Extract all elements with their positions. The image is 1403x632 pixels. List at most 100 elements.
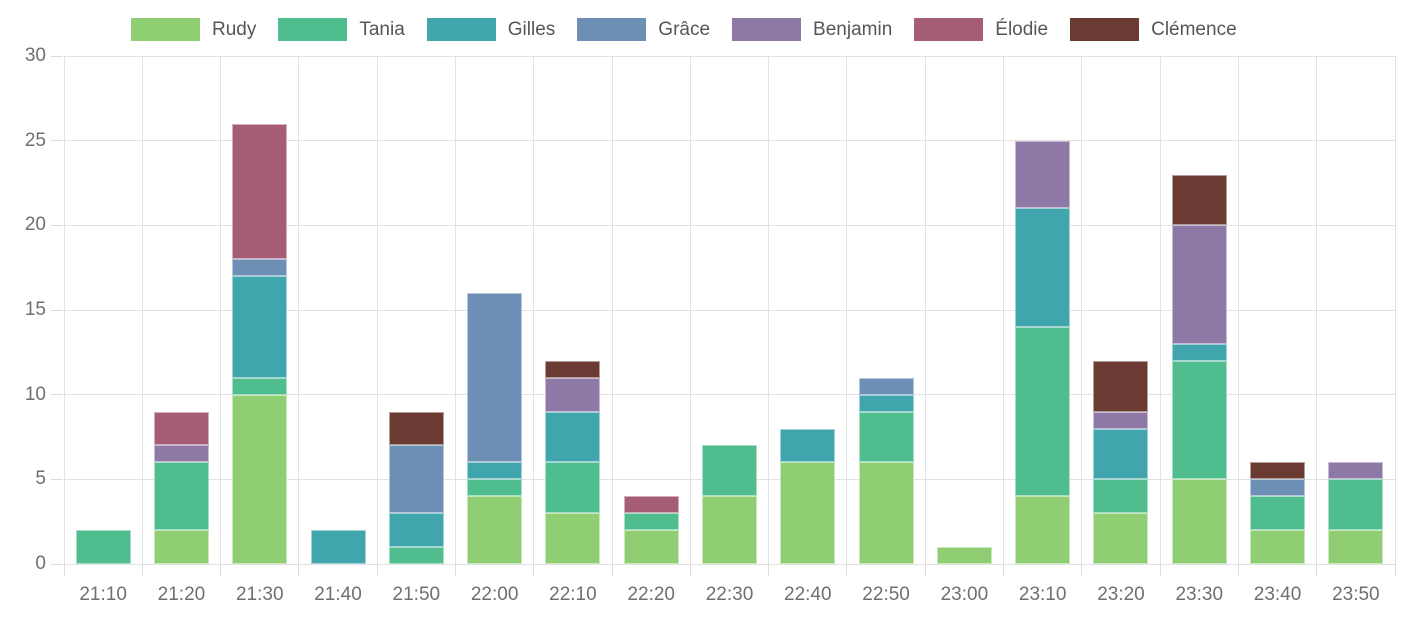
- x-tick-label: 22:40: [784, 584, 832, 605]
- legend-item-rudy[interactable]: Rudy: [131, 18, 256, 41]
- legend-item-gilles[interactable]: Gilles: [426, 18, 555, 41]
- bar-segment-21-40-gilles[interactable]: [310, 530, 366, 564]
- x-tick-label: 21:40: [314, 584, 362, 605]
- legend-item-tania[interactable]: Tania: [278, 18, 405, 41]
- bar-segment-23-30-benjamin[interactable]: [1171, 225, 1227, 344]
- bar-segment-23-40-clemence[interactable]: [1250, 462, 1306, 480]
- bar-stack-21-40: [310, 56, 366, 564]
- bar-segment-21-50-clemence[interactable]: [388, 411, 444, 446]
- x-axis-tick: [1003, 564, 1005, 576]
- bar-segment-23-00-rudy[interactable]: [936, 547, 992, 564]
- bar-segment-23-40-rudy[interactable]: [1250, 530, 1306, 564]
- bar-segment-23-10-tania[interactable]: [1015, 326, 1071, 497]
- gridline-vertical: [611, 56, 613, 564]
- legend-label: Rudy: [212, 18, 257, 40]
- bar-segment-21-30-gilles[interactable]: [232, 276, 288, 378]
- bar-segment-22-10-rudy[interactable]: [545, 513, 601, 564]
- bar-segment-23-20-tania[interactable]: [1093, 479, 1149, 514]
- bar-stack-23-40: [1250, 56, 1306, 564]
- bar-segment-21-30-tania[interactable]: [232, 377, 288, 395]
- gridline-vertical: [846, 56, 848, 564]
- bar-segment-21-20-tania[interactable]: [153, 462, 209, 531]
- bar-segment-22-20-rudy[interactable]: [623, 530, 679, 564]
- bar-segment-22-20-elodie[interactable]: [623, 496, 679, 514]
- legend-swatch-gilles: [426, 18, 496, 41]
- x-tick-label: 23:40: [1253, 584, 1302, 605]
- bar-segment-23-50-rudy[interactable]: [1328, 530, 1384, 564]
- bar-segment-23-30-rudy[interactable]: [1171, 479, 1227, 564]
- gridline-vertical: [533, 56, 535, 564]
- y-axis-tick: [51, 55, 63, 57]
- x-axis-tick: [454, 564, 456, 576]
- x-axis-tick: [611, 564, 613, 576]
- legend-item-benjamin[interactable]: Benjamin: [732, 18, 892, 41]
- y-axis-tick: [51, 478, 63, 480]
- bar-segment-23-10-benjamin[interactable]: [1015, 140, 1071, 209]
- x-axis-tick: [768, 564, 770, 576]
- x-tick-label: 23:50: [1332, 584, 1380, 605]
- bar-segment-21-30-elodie[interactable]: [232, 123, 288, 260]
- bar-stack-21-20: [153, 56, 209, 564]
- bar-segment-22-40-gilles[interactable]: [780, 428, 836, 463]
- gridline-horizontal: [64, 394, 1395, 396]
- bar-segment-23-40-grace[interactable]: [1250, 479, 1306, 497]
- bar-segment-21-50-grace[interactable]: [388, 445, 444, 514]
- bar-segment-21-20-elodie[interactable]: [153, 411, 209, 446]
- legend-item-clemence[interactable]: Clémence: [1070, 18, 1237, 41]
- x-axis-tick: [141, 564, 143, 576]
- bar-segment-22-30-tania[interactable]: [702, 445, 757, 497]
- bar-segment-22-10-benjamin[interactable]: [545, 377, 601, 412]
- bar-segment-23-30-tania[interactable]: [1171, 360, 1227, 480]
- bar-segment-21-10-tania[interactable]: [75, 530, 131, 564]
- bar-segment-22-50-rudy[interactable]: [858, 462, 914, 564]
- x-tick-label: 21:50: [392, 584, 441, 605]
- bar-stack-23-20: [1093, 56, 1149, 564]
- bar-segment-23-20-benjamin[interactable]: [1093, 411, 1149, 429]
- legend-item-elodie[interactable]: Élodie: [914, 18, 1048, 41]
- bar-stack-23-30: [1171, 56, 1227, 564]
- y-tick-label: 15: [24, 299, 46, 320]
- legend-item-grace[interactable]: Grâce: [577, 18, 710, 41]
- bar-segment-23-10-gilles[interactable]: [1015, 208, 1071, 327]
- bar-segment-23-30-gilles[interactable]: [1171, 343, 1227, 361]
- bar-segment-22-10-gilles[interactable]: [545, 411, 601, 463]
- bar-segment-21-30-grace[interactable]: [232, 259, 288, 277]
- bar-segment-21-50-tania[interactable]: [388, 547, 444, 564]
- bar-segment-22-00-grace[interactable]: [467, 293, 523, 463]
- bar-segment-22-00-rudy[interactable]: [467, 496, 523, 564]
- bar-segment-23-20-rudy[interactable]: [1093, 513, 1149, 564]
- bar-segment-23-50-benjamin[interactable]: [1328, 462, 1384, 480]
- bar-segment-22-50-gilles[interactable]: [858, 394, 914, 412]
- gridline-horizontal: [64, 224, 1395, 226]
- gridline-vertical: [298, 56, 300, 564]
- bar-segment-21-20-benjamin[interactable]: [153, 445, 209, 463]
- x-axis-tick: [533, 564, 535, 576]
- bar-segment-23-20-gilles[interactable]: [1093, 428, 1149, 480]
- bar-segment-22-50-grace[interactable]: [858, 377, 914, 395]
- bar-segment-22-30-rudy[interactable]: [702, 496, 757, 564]
- bar-segment-21-50-gilles[interactable]: [388, 513, 444, 548]
- bar-segment-23-10-rudy[interactable]: [1015, 496, 1071, 564]
- bar-segment-22-10-tania[interactable]: [545, 462, 601, 514]
- x-axis-tick: [1159, 564, 1161, 576]
- bar-segment-23-20-clemence[interactable]: [1093, 360, 1149, 412]
- legend-label: Tania: [359, 18, 405, 40]
- bar-segment-23-40-tania[interactable]: [1250, 496, 1306, 531]
- x-axis-tick: [376, 564, 378, 576]
- bar-segment-21-20-rudy[interactable]: [153, 530, 209, 564]
- bar-segment-22-00-tania[interactable]: [467, 479, 523, 497]
- bar-segment-22-50-tania[interactable]: [858, 411, 914, 463]
- bar-segment-23-50-tania[interactable]: [1328, 479, 1384, 531]
- bar-segment-22-00-gilles[interactable]: [467, 462, 523, 480]
- x-tick-label: 21:10: [79, 584, 127, 605]
- gridline-vertical: [1003, 56, 1005, 564]
- bar-segment-23-30-clemence[interactable]: [1171, 174, 1227, 226]
- bar-stack-21-50: [388, 56, 444, 564]
- bar-segment-22-20-tania[interactable]: [623, 513, 679, 531]
- bar-segment-22-40-rudy[interactable]: [780, 462, 836, 564]
- bar-segment-21-30-rudy[interactable]: [232, 394, 288, 564]
- bar-segment-22-10-clemence[interactable]: [545, 360, 601, 378]
- y-tick-label: 30: [24, 45, 46, 66]
- x-tick-label: 22:30: [705, 584, 754, 605]
